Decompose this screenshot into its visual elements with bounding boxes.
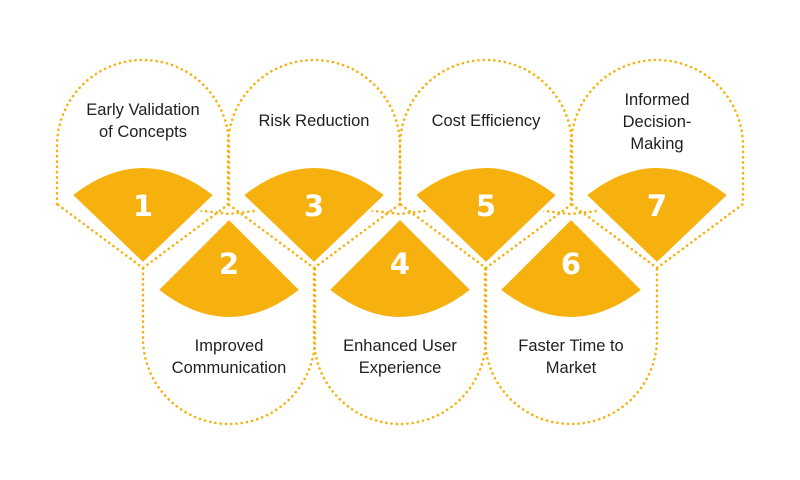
benefit-6-label-line-1: Faster Time to	[518, 337, 623, 355]
capsule-outline-3	[226, 58, 402, 270]
benefit-item-3: Risk Reduction 3	[259, 112, 370, 223]
benefit-2-label-line-2: Communication	[172, 359, 287, 377]
number-segment-4	[326, 216, 474, 320]
benefit-2-number: 2	[219, 247, 239, 281]
benefit-4-label-line-1: Enhanced User	[343, 337, 457, 355]
benefit-7-label-line-3: Making	[630, 135, 683, 153]
benefit-4-number: 4	[390, 247, 410, 281]
capsule-outline-4	[312, 202, 488, 426]
benefit-3-label-line-1: Risk Reduction	[259, 112, 370, 130]
benefit-1-label-line-1: Early Validation	[86, 101, 199, 119]
benefit-item-5: Cost Efficiency 5	[432, 112, 542, 223]
number-segment-1	[69, 165, 217, 266]
number-segment-2	[155, 216, 303, 320]
benefit-5-label-line-1: Cost Efficiency	[432, 112, 542, 130]
number-segment-5	[412, 165, 560, 266]
benefit-item-1: Early Validation of Concepts 1	[86, 101, 199, 223]
benefit-item-4: Enhanced User Experience 4	[343, 247, 457, 377]
benefit-item-6: Faster Time to Market 6	[518, 247, 623, 377]
capsule-outline-1	[55, 58, 231, 270]
benefit-1-number: 1	[133, 189, 153, 223]
number-segment-7	[583, 165, 731, 266]
benefit-item-2: Improved Communication 2	[172, 247, 287, 377]
capsule-outline-5	[398, 58, 574, 270]
benefit-4-label-line-2: Experience	[359, 359, 442, 377]
capsule-outline-2	[141, 202, 317, 426]
benefit-5-number: 5	[476, 189, 496, 223]
benefit-6-label-line-2: Market	[546, 359, 597, 377]
capsule-outline-6	[483, 202, 659, 426]
capsule-outline-7	[569, 58, 745, 270]
number-segment-3	[240, 165, 388, 266]
benefit-3-number: 3	[304, 189, 324, 223]
benefit-2-label-line-1: Improved	[195, 337, 264, 355]
capsule-outlines	[55, 58, 745, 426]
number-segments	[69, 165, 731, 320]
benefit-7-number: 7	[647, 189, 667, 223]
benefit-6-number: 6	[561, 247, 581, 281]
benefit-7-label-line-2: Decision-	[623, 113, 692, 131]
benefit-1-label-line-2: of Concepts	[99, 123, 187, 141]
benefit-item-7: Informed Decision- Making 7	[623, 91, 692, 223]
number-segment-6	[497, 216, 645, 320]
benefit-7-label-line-1: Informed	[624, 91, 689, 109]
